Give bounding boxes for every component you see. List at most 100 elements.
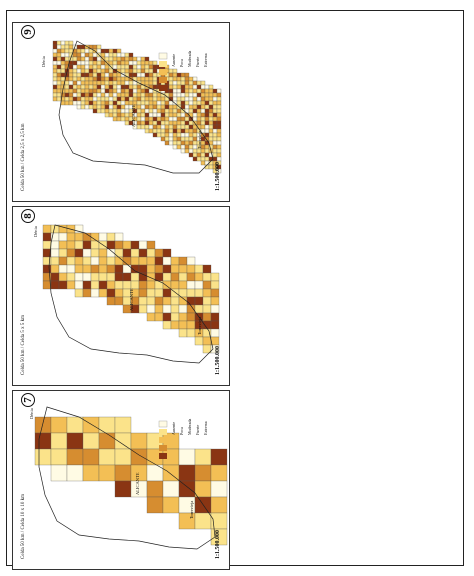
grid-cell (144, 88, 150, 94)
grid-cell (66, 280, 76, 290)
grid-cell (72, 56, 78, 62)
legend-label-7-3: Fuerte (195, 424, 200, 435)
grid-cell (194, 448, 212, 466)
grid-cell (156, 108, 162, 114)
grid-cell (132, 92, 138, 98)
grid-cell (148, 120, 154, 126)
grid-cell (172, 120, 178, 126)
grid-cell (74, 232, 84, 242)
grid-cell (168, 128, 174, 134)
grid-cell (212, 140, 218, 146)
grid-cell (68, 44, 74, 50)
grid-cell (204, 156, 210, 162)
grid-cell (120, 112, 126, 118)
grid-cell (148, 108, 154, 114)
grid-cell (96, 88, 102, 94)
grid-cell (72, 68, 78, 74)
grid-cell (92, 64, 98, 70)
grid-cell (164, 112, 170, 118)
place-north-9: Dénia (41, 56, 46, 67)
grid-cell (120, 68, 126, 74)
grid-cell (34, 432, 52, 450)
grid-cell (188, 140, 194, 146)
grid-cell (140, 124, 146, 130)
grid-cell (148, 128, 154, 134)
grid-cell (160, 108, 166, 114)
grid-cell (122, 272, 132, 282)
grid-cell (168, 108, 174, 114)
grid-cell (178, 264, 188, 274)
grid-cell (202, 288, 212, 298)
grid-cell (114, 296, 124, 306)
grid-cell (112, 52, 118, 58)
grid-cell (180, 136, 186, 142)
grid-cell (80, 48, 86, 54)
grid-cell (216, 116, 222, 122)
grid-cell (72, 60, 78, 66)
grid-cell (84, 76, 90, 82)
grid-cell (188, 132, 194, 138)
grid-cell (88, 88, 94, 94)
grid-cell (184, 76, 190, 82)
grid-cell (152, 108, 158, 114)
grid-cell (162, 296, 172, 306)
grid-cell (108, 48, 114, 54)
grid-cell (92, 68, 98, 74)
grid-cell (148, 112, 154, 118)
grid-cell (92, 92, 98, 98)
grid-cell (98, 280, 108, 290)
grid-cell (210, 272, 220, 282)
grid-cell (60, 100, 66, 106)
grid-cell (184, 136, 190, 142)
grid-cell (178, 304, 188, 314)
grid-cell (194, 512, 212, 530)
grid-cell (188, 80, 194, 86)
grid-cell (120, 92, 126, 98)
grid-cell (116, 60, 122, 66)
grid-cell (192, 96, 198, 102)
grid-cell (172, 80, 178, 86)
grid-cell (136, 88, 142, 94)
grid-cell (100, 72, 106, 78)
grid-cell (164, 128, 170, 134)
grid-cell (130, 240, 140, 250)
grid-cell (204, 104, 210, 110)
grid-cell (96, 92, 102, 98)
grid-cell (168, 112, 174, 118)
grid-cell (76, 56, 82, 62)
grid-cell (52, 80, 58, 86)
grid-cell (64, 40, 70, 46)
place-capital-8: ALICANTE (129, 288, 134, 312)
grid-cell (196, 148, 202, 154)
grid-cell (100, 104, 106, 110)
grid-cell (50, 464, 68, 482)
grid-cell (146, 288, 156, 298)
grid-cell (186, 320, 196, 330)
grid-cell (172, 72, 178, 78)
grid-cell (100, 84, 106, 90)
grid-cell (212, 156, 218, 162)
grid-cell (112, 104, 118, 110)
grid-cells-9 (52, 40, 222, 174)
grid-cell (90, 272, 100, 282)
grid-cell (56, 76, 62, 82)
grid-cell (52, 64, 58, 70)
grid-cell (116, 88, 122, 94)
grid-cell (84, 52, 90, 58)
legend-label-7-0: Ausente (171, 421, 176, 435)
grid-cell (64, 80, 70, 86)
grid-cell (204, 120, 210, 126)
grid-cell (96, 48, 102, 54)
grid-cell (216, 124, 222, 130)
grid-cell (108, 88, 114, 94)
grid-cell (76, 92, 82, 98)
grid-cell (108, 56, 114, 62)
grid-cell (184, 116, 190, 122)
grid-cell (184, 144, 190, 150)
grid-cell (156, 132, 162, 138)
grid-cell (196, 104, 202, 110)
grid-cell (92, 88, 98, 94)
grid-cell (162, 304, 172, 314)
map-panel-8: 8 Celda 50 km / Celda 5 x 5 km 1:1.500.0… (12, 206, 230, 386)
grid-cell (58, 280, 68, 290)
